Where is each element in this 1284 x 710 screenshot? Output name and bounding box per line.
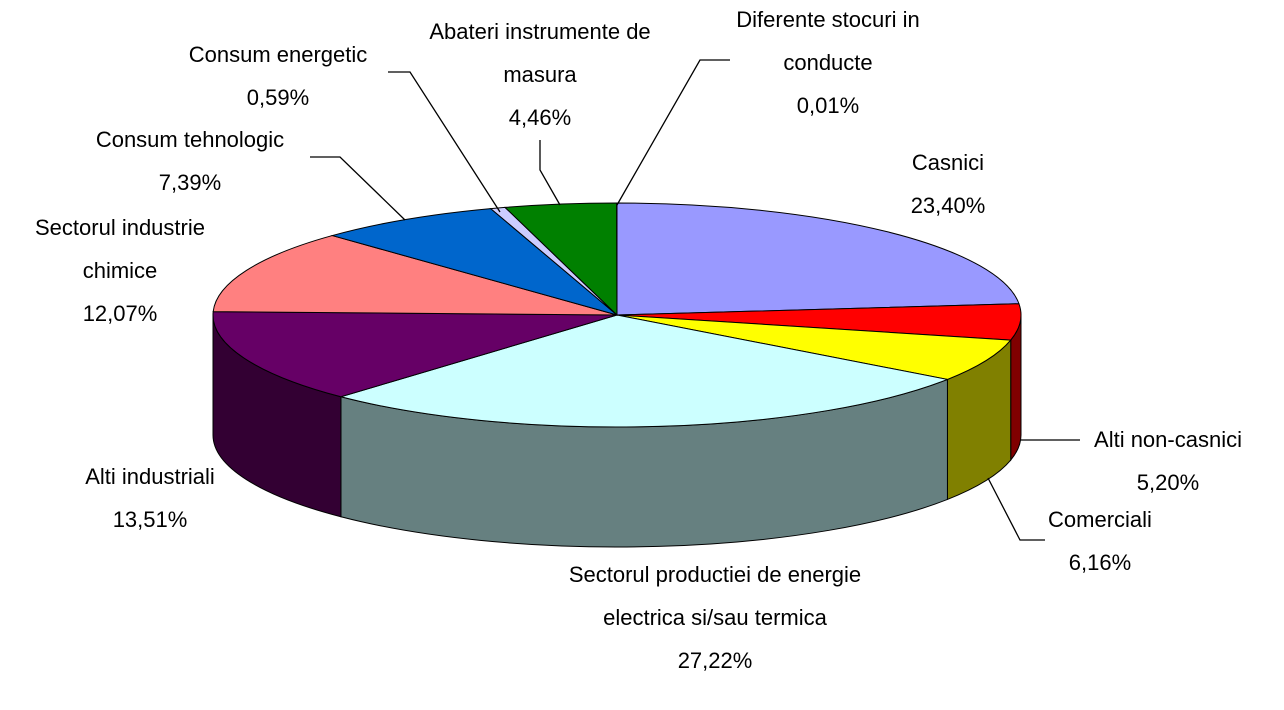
slice <box>339 314 950 428</box>
leader-line <box>987 477 1045 541</box>
value-label: 23,40% <box>910 193 986 218</box>
slice <box>212 235 618 316</box>
value-label: 5,20% <box>1136 470 1200 495</box>
data-label: Abateri instrumente de masura 4,46% <box>395 10 685 139</box>
leader-line <box>388 71 501 213</box>
category-label: Comerciali <box>1048 507 1152 532</box>
leader-line <box>616 59 730 206</box>
category-label: Sectorul industrie chimice <box>35 215 205 283</box>
category-label: Consum tehnologic <box>95 127 285 152</box>
slice <box>212 311 618 398</box>
category-label: Abateri instrumente de masura <box>429 19 651 87</box>
category-label: Alti non-casnici <box>1094 427 1242 452</box>
data-label: Sectorul industrie chimice 12,07% <box>5 206 235 335</box>
value-label: 0,01% <box>796 93 860 118</box>
value-label: 7,39% <box>158 170 222 195</box>
value-label: 27,22% <box>677 648 753 673</box>
slice <box>616 202 1020 316</box>
category-label: Sectorul productiei de energie electrica… <box>568 562 862 630</box>
value-label: 0,59% <box>246 85 310 110</box>
value-label: 4,46% <box>508 105 572 130</box>
value-label: 13,51% <box>112 507 188 532</box>
leader-line <box>310 156 406 221</box>
data-label: Consum energetic 0,59% <box>153 33 403 119</box>
data-label: Consum tehnologic 7,39% <box>65 118 315 204</box>
category-label: Consum energetic <box>188 42 368 67</box>
leader-line <box>539 140 561 206</box>
slice <box>616 314 1012 380</box>
data-label: Alti industriali 13,51% <box>50 455 250 541</box>
data-label: Alti non-casnici 5,20% <box>1058 418 1278 504</box>
value-label: 12,07% <box>82 301 158 326</box>
data-label: Comerciali 6,16% <box>1025 498 1175 584</box>
category-label: Diferente stocuri in conducte <box>736 7 920 75</box>
category-label: Alti industriali <box>85 464 215 489</box>
data-label: Sectorul productiei de energie electrica… <box>565 553 865 682</box>
data-label: Diferente stocuri in conducte 0,01% <box>718 0 938 127</box>
data-label: Casnici 23,40% <box>873 141 1023 227</box>
slice <box>330 208 618 316</box>
value-label: 6,16% <box>1068 550 1132 575</box>
category-label: Casnici <box>911 150 985 175</box>
